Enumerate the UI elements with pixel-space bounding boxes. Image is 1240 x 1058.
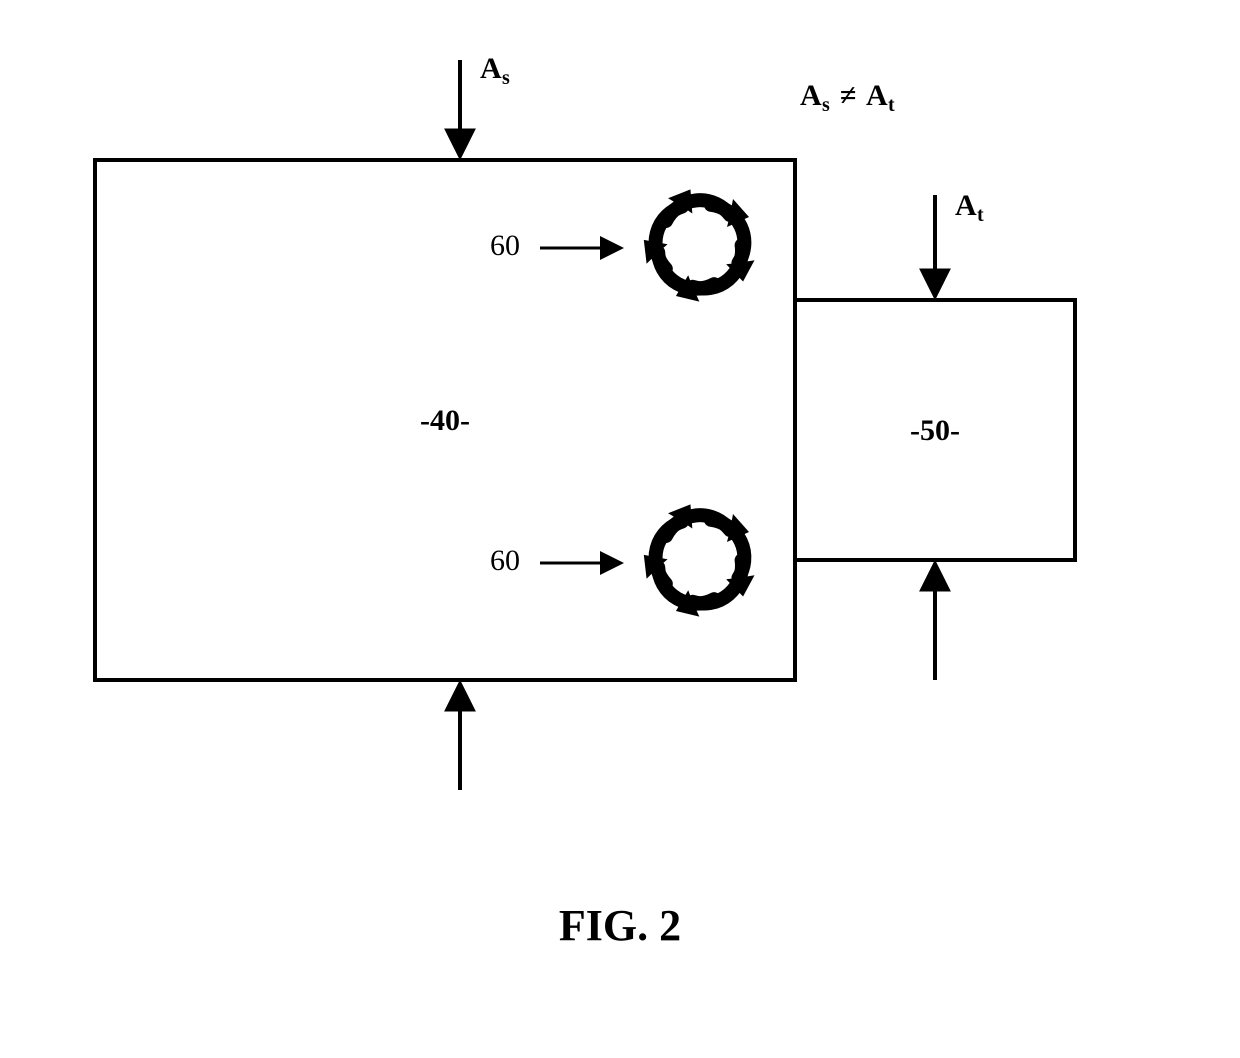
box-40-label: -40- xyxy=(420,404,470,437)
turbulence-icon-bottom xyxy=(633,498,760,626)
svg-text:≠: ≠ xyxy=(840,79,856,112)
ref-60-top: 60 xyxy=(490,229,620,262)
svg-text:A: A xyxy=(480,52,502,85)
label-relation: As ≠ At xyxy=(800,79,895,116)
svg-text:A: A xyxy=(866,79,888,112)
svg-text:A: A xyxy=(955,189,977,222)
figure-caption: FIG. 2 xyxy=(559,901,681,950)
turbulence-icon-top xyxy=(633,183,760,311)
svg-text:60: 60 xyxy=(490,544,520,577)
svg-text:t: t xyxy=(888,94,895,116)
svg-text:s: s xyxy=(502,67,510,89)
svg-text:A: A xyxy=(800,79,822,112)
box-50-label: -50- xyxy=(910,414,960,447)
svg-text:60: 60 xyxy=(490,229,520,262)
svg-text:s: s xyxy=(822,94,830,116)
svg-text:t: t xyxy=(977,204,984,226)
label-at: At xyxy=(955,189,984,226)
ref-60-bottom: 60 xyxy=(490,544,620,577)
label-as: As xyxy=(480,52,510,89)
